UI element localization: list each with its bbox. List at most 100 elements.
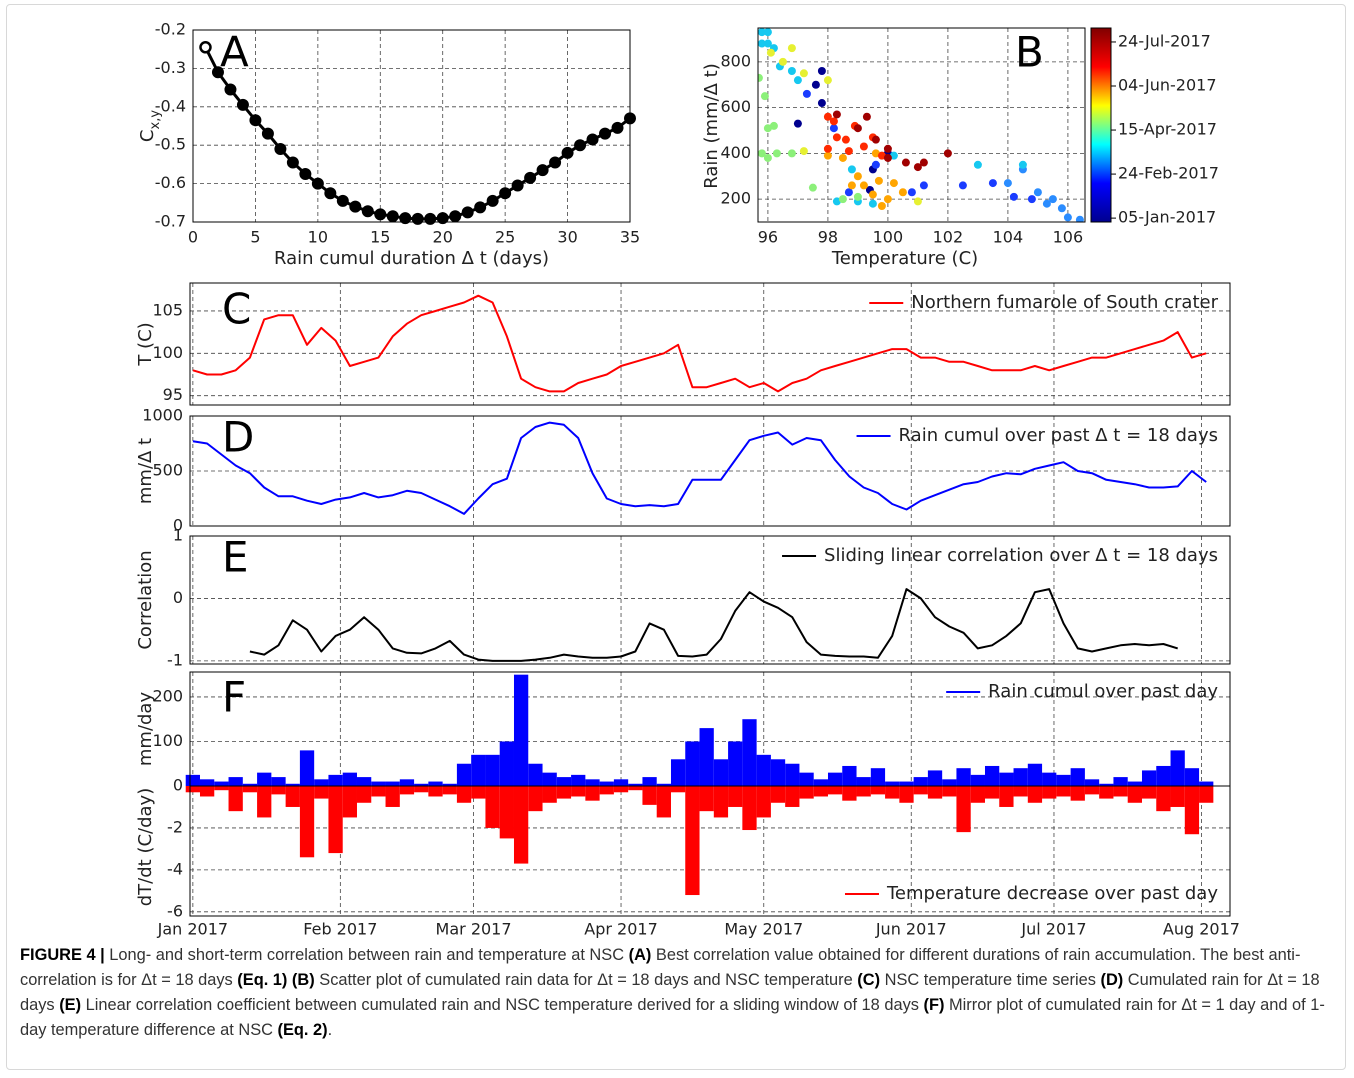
bar	[542, 786, 557, 803]
bar	[642, 786, 657, 805]
bar	[314, 786, 329, 799]
y-axis-label: dT/dt (C/day)	[135, 788, 156, 906]
point	[919, 158, 928, 167]
point	[758, 39, 766, 48]
bar	[342, 772, 357, 786]
point	[832, 133, 841, 142]
point	[758, 28, 766, 37]
bar	[956, 786, 971, 833]
bar	[770, 786, 786, 803]
bar	[984, 786, 1000, 799]
marker	[549, 156, 562, 169]
bar	[756, 754, 771, 786]
point	[823, 76, 832, 85]
y-tick-label: 100	[152, 731, 183, 750]
x-tick-label: 98	[818, 228, 838, 247]
point	[799, 147, 808, 156]
point	[1063, 213, 1072, 222]
point	[832, 197, 841, 206]
y-tick-label: 200	[720, 189, 751, 208]
y-tick-label: 800	[720, 51, 751, 70]
y-tick-label: -2	[167, 817, 183, 836]
bar	[856, 786, 871, 797]
bar	[1099, 786, 1114, 799]
point	[1018, 160, 1027, 169]
point	[943, 149, 952, 158]
x-tick-label: 0	[188, 228, 198, 247]
x-tick-label: 102	[933, 228, 964, 247]
bar	[685, 741, 700, 786]
point	[823, 151, 832, 160]
bar	[214, 786, 229, 791]
panel-label: B	[1015, 28, 1044, 77]
caption-text: FIGURE 4 |	[20, 946, 105, 964]
point	[758, 149, 766, 158]
y-axis-label: mm/day	[135, 692, 156, 767]
chart-area: 0 5 10 15 20 25 30 35-0.7-0.6-0.5-0.4-0.3-0.2 AR…	[135, 20, 1240, 939]
x-tick-label: 10	[308, 228, 328, 247]
bar	[285, 783, 300, 786]
bar	[656, 783, 671, 786]
bar	[913, 786, 928, 795]
point	[1075, 215, 1084, 222]
x-tick-label: 35	[620, 228, 640, 247]
y-tick-label: -6	[167, 901, 183, 920]
point	[772, 149, 781, 158]
bar	[1127, 781, 1142, 786]
points	[758, 28, 1084, 222]
marker	[336, 194, 349, 207]
bar	[1099, 783, 1114, 786]
bar	[185, 786, 200, 793]
x-tick-label: Apr 2017	[584, 920, 657, 939]
point	[829, 124, 838, 133]
marker	[299, 168, 312, 180]
bar	[414, 786, 429, 793]
bar	[585, 786, 600, 801]
point	[868, 190, 877, 199]
bar	[728, 786, 743, 807]
y-tick-label: -0.2	[155, 20, 186, 39]
bar	[1013, 768, 1028, 786]
bar	[414, 783, 429, 786]
axes-frame	[189, 415, 1231, 527]
point	[817, 67, 826, 76]
marker	[199, 41, 212, 54]
axes-frame	[757, 27, 1086, 223]
y-tick-label: 1	[173, 526, 183, 545]
bar	[799, 772, 814, 786]
point	[847, 181, 856, 190]
axes-frame	[189, 282, 1231, 406]
bar	[942, 786, 957, 797]
bar	[842, 765, 857, 786]
bar	[999, 772, 1014, 786]
point	[847, 165, 856, 174]
marker	[624, 112, 636, 125]
line	[192, 294, 1207, 393]
x-tick-label: Jun 2017	[875, 920, 947, 939]
line	[249, 588, 1178, 662]
point	[901, 158, 910, 167]
bar	[713, 759, 729, 786]
point	[871, 149, 880, 158]
point	[787, 44, 796, 53]
marker	[586, 133, 599, 146]
bar	[1113, 777, 1128, 786]
point	[871, 135, 880, 144]
point	[877, 201, 886, 210]
y-tick-label: 200	[152, 686, 183, 705]
bar	[228, 777, 243, 786]
bar	[999, 786, 1014, 807]
bar	[442, 783, 457, 786]
marker	[486, 194, 499, 207]
point	[763, 28, 772, 37]
panel-label: E	[222, 533, 249, 582]
bar	[885, 786, 900, 799]
point	[859, 181, 868, 190]
marker	[236, 98, 249, 111]
bar	[699, 786, 714, 812]
x-tick-label: 96	[758, 228, 778, 247]
point	[817, 99, 826, 108]
marker	[361, 205, 374, 218]
bar	[642, 777, 657, 786]
bar	[528, 763, 543, 786]
